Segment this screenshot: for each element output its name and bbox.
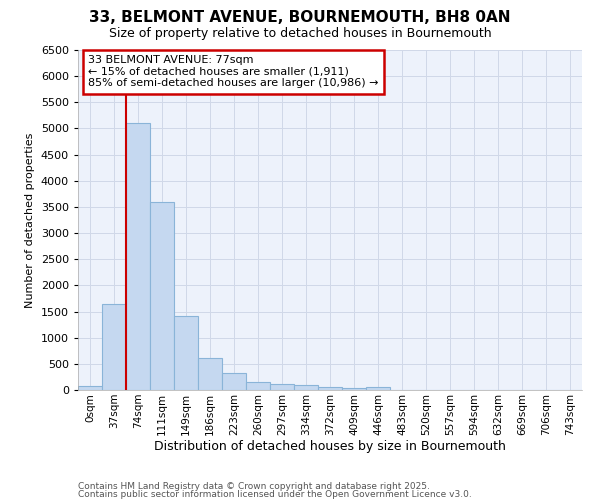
Bar [126,123,150,390]
Bar [294,385,318,390]
Bar [270,384,294,390]
Bar [246,382,270,390]
Text: Contains public sector information licensed under the Open Government Licence v3: Contains public sector information licen… [78,490,472,499]
Bar [318,387,342,390]
Text: Size of property relative to detached houses in Bournemouth: Size of property relative to detached ho… [109,28,491,40]
Bar [222,374,246,390]
Bar [102,304,126,390]
X-axis label: Distribution of detached houses by size in Bournemouth: Distribution of detached houses by size … [154,440,506,454]
Text: Contains HM Land Registry data © Crown copyright and database right 2025.: Contains HM Land Registry data © Crown c… [78,482,430,491]
Bar [78,386,102,390]
Text: 33 BELMONT AVENUE: 77sqm
← 15% of detached houses are smaller (1,911)
85% of sem: 33 BELMONT AVENUE: 77sqm ← 15% of detach… [88,55,379,88]
Text: 33, BELMONT AVENUE, BOURNEMOUTH, BH8 0AN: 33, BELMONT AVENUE, BOURNEMOUTH, BH8 0AN [89,10,511,25]
Bar [198,358,222,390]
Bar [366,387,390,390]
Bar [150,202,174,390]
Y-axis label: Number of detached properties: Number of detached properties [25,132,35,308]
Bar [342,388,366,390]
Bar [174,316,198,390]
